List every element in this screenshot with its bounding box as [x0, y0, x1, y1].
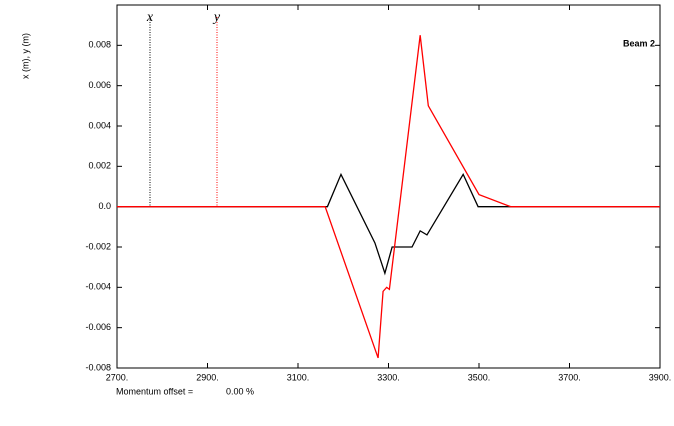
- y-tick-label: 0.002: [88, 161, 111, 171]
- y-tick-label: -0.002: [85, 241, 111, 251]
- plot-frame: [116, 4, 661, 369]
- y-tick-label: 0.008: [88, 40, 111, 50]
- legend-label: y: [212, 10, 221, 25]
- x-tick-label: 2900.: [196, 372, 219, 382]
- x-tick-label: 3500.: [468, 372, 491, 382]
- y-tick-label: -0.006: [85, 322, 111, 332]
- x-tick-label: 3700.: [558, 372, 581, 382]
- x-tick-label: 3300.: [377, 372, 400, 382]
- y-tick-label: 0.0: [98, 201, 111, 211]
- series-line: [117, 35, 660, 359]
- note-label: Momentum offset =: [116, 386, 193, 396]
- y-tick-label: 0.006: [88, 80, 111, 90]
- y-tick-label: -0.008: [85, 362, 111, 372]
- series-line: [117, 172, 660, 276]
- y-tick-label: 0.004: [88, 120, 111, 130]
- x-tick-label: 3900.: [649, 372, 672, 382]
- x-tick-label: 2700.: [106, 372, 129, 382]
- y-axis-label: x (m), y (m): [20, 33, 30, 79]
- y-tick-label: -0.004: [85, 282, 111, 292]
- legend-label: x: [146, 10, 154, 25]
- note-value: 0.00 %: [226, 386, 254, 396]
- chart-title: Beam 2: [623, 38, 655, 48]
- x-tick-label: 3100.: [287, 372, 310, 382]
